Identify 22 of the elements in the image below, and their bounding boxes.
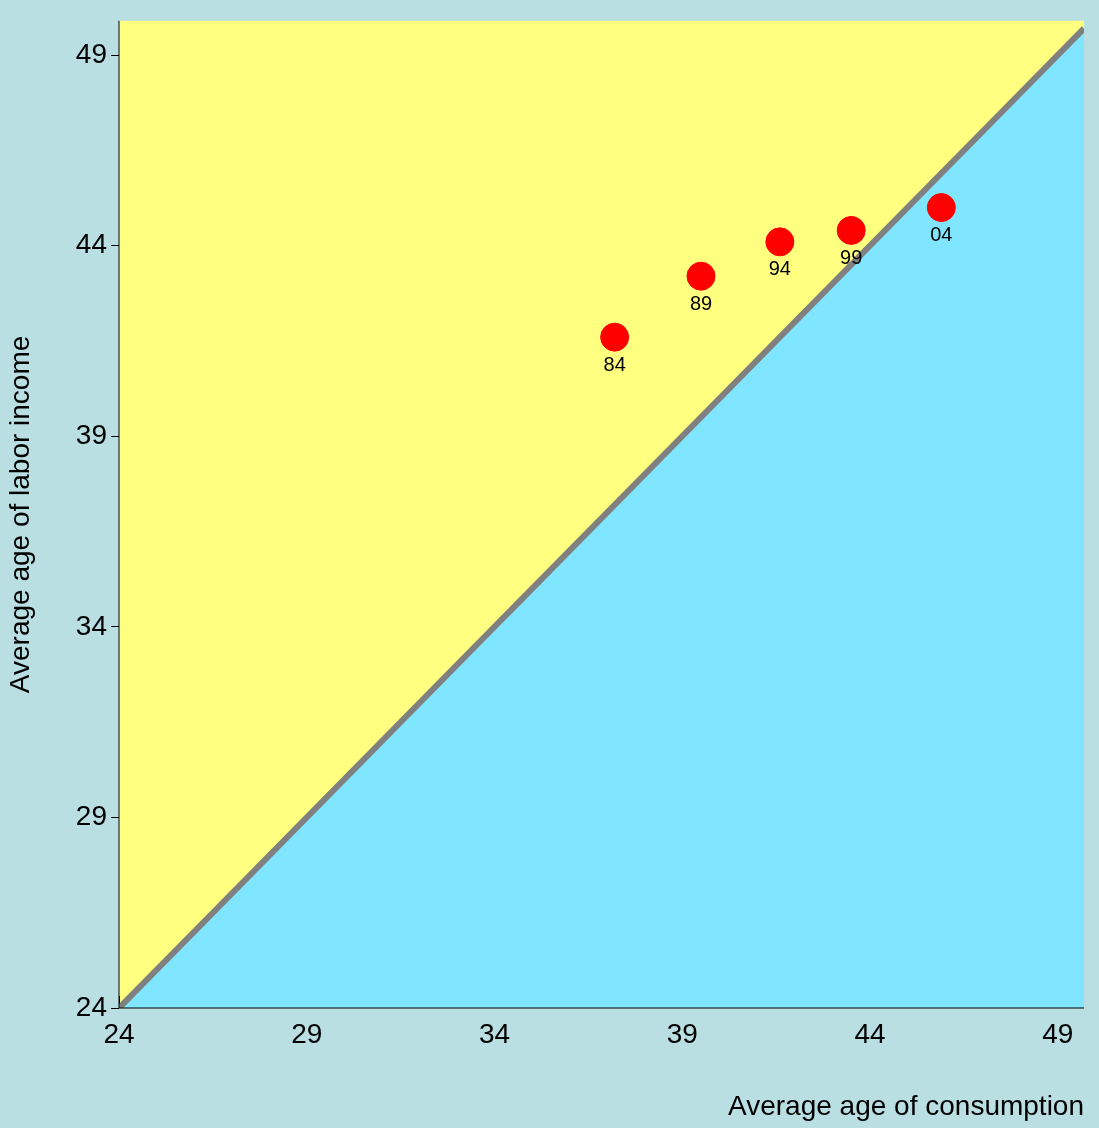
x-tick-label: 39 [666, 1017, 698, 1049]
y-tick-label: 49 [75, 37, 107, 69]
x-tick-label: 34 [478, 1017, 511, 1049]
annotation: 89 [689, 291, 713, 314]
x-axis-title: Average age of consumption [728, 1089, 1084, 1121]
x-tick-label: 29 [291, 1017, 323, 1049]
point [765, 227, 795, 257]
annotation: 99 [840, 245, 863, 268]
y-axis-title: Average age of labor income [3, 335, 35, 694]
point [926, 193, 956, 223]
x-tick-label: 49 [1042, 1017, 1074, 1049]
annotation: 84 [603, 352, 626, 375]
point [600, 322, 630, 352]
point [836, 215, 866, 245]
x-tick-label: 44 [854, 1017, 886, 1049]
annotation: 04 [930, 223, 953, 246]
y-tick-label: 39 [75, 418, 107, 450]
annotation: 94 [768, 257, 791, 280]
y-tick-label: 29 [75, 800, 107, 832]
point [686, 261, 716, 291]
y-tick-label: 34 [75, 609, 107, 641]
y-tick-label: 44 [75, 228, 107, 260]
